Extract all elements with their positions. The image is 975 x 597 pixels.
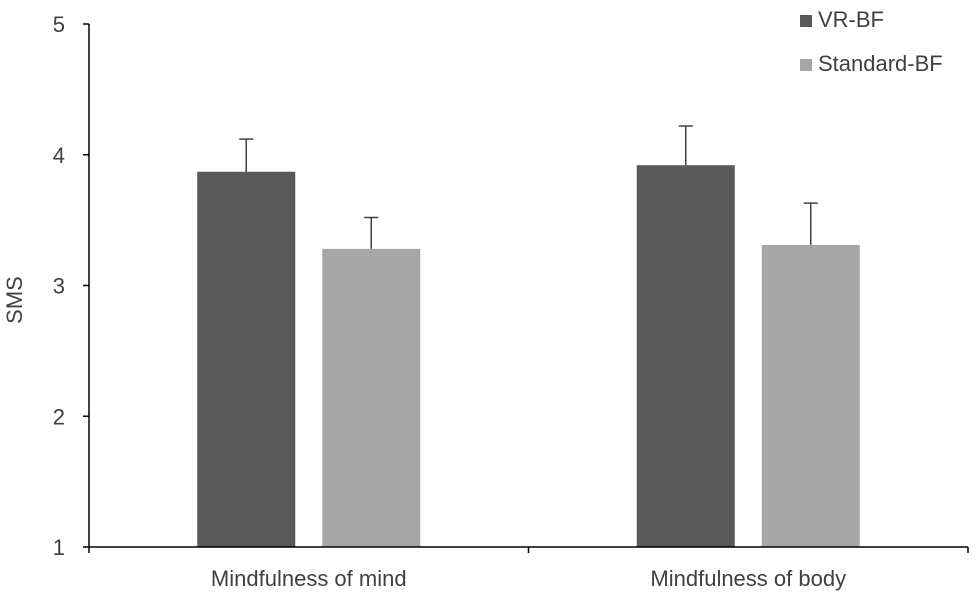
x-category-label: Mindfulness of mind <box>211 566 407 591</box>
legend: VR-BF Standard-BF <box>800 7 943 76</box>
bars-layer <box>197 165 860 547</box>
y-tick-label: 3 <box>53 274 65 299</box>
y-tick-label: 2 <box>53 404 65 429</box>
y-tick-label: 5 <box>53 12 65 37</box>
legend-swatch <box>800 15 812 27</box>
legend-label: Standard-BF <box>818 51 943 76</box>
y-tick-label: 4 <box>53 143 65 168</box>
x-category-label: Mindfulness of body <box>650 566 846 591</box>
legend-label: VR-BF <box>818 7 884 32</box>
error-bars-layer <box>239 125 818 249</box>
y-tick-label: 1 <box>53 535 65 560</box>
bar-vr-bf-0 <box>197 171 296 547</box>
bar-standard-bf-1 <box>761 244 860 547</box>
bar-vr-bf-1 <box>636 165 735 547</box>
legend-swatch <box>800 59 812 71</box>
bar-standard-bf-0 <box>322 248 421 547</box>
axes-layer: 1 2 3 4 5 Mindfulness of mind Mindfulness of b… <box>53 12 969 591</box>
y-axis-title: SMS <box>2 276 27 324</box>
